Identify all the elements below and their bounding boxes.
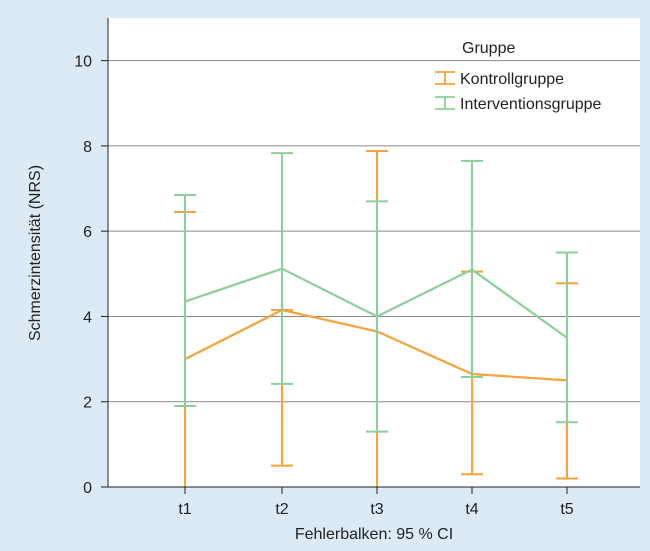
x-axis-label: Fehlerbalken: 95 % CI	[295, 526, 453, 543]
grid-lines	[108, 60, 640, 403]
x-tick-label: t3	[370, 501, 383, 518]
series-line	[184, 267, 568, 339]
legend-swatch	[435, 71, 455, 85]
y-axis-ticks: 0 2 4 6 8 10	[74, 54, 108, 497]
x-tick-label: t5	[560, 501, 573, 518]
x-tick-label: t4	[465, 501, 478, 518]
legend-label: Interventionsgruppe	[460, 96, 602, 113]
y-tick-label: 2	[83, 395, 92, 412]
y-axis-label: Schmerzintensität (NRS)	[27, 165, 44, 341]
legend-title: Gruppe	[462, 40, 515, 57]
legend: Gruppe Kontrollgruppe Interventionsgruppe	[435, 40, 602, 113]
x-tick-label: t1	[178, 501, 191, 518]
x-tick-label: t2	[275, 501, 288, 518]
plot-area	[108, 18, 640, 487]
y-tick-label: 8	[83, 139, 92, 156]
series-layer	[174, 150, 578, 487]
legend-label: Kontrollgruppe	[460, 71, 564, 88]
series-interventionsgruppe	[174, 152, 578, 433]
y-tick-label: 0	[83, 480, 92, 497]
x-axis-ticks: t1 t2 t3 t4 t5	[178, 487, 574, 518]
y-tick-label: 4	[83, 309, 92, 326]
legend-swatch	[435, 96, 455, 110]
y-tick-label: 6	[83, 224, 92, 241]
y-tick-label: 10	[74, 54, 92, 71]
